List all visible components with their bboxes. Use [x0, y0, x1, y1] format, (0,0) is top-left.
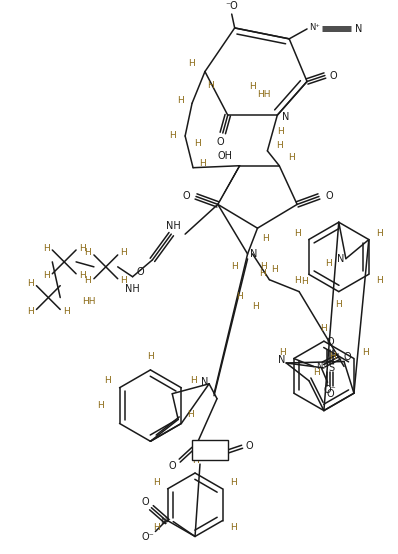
- Text: N: N: [281, 112, 289, 122]
- Text: H: H: [377, 276, 383, 285]
- Text: H: H: [85, 276, 92, 285]
- Text: H: H: [329, 352, 336, 361]
- Text: NH: NH: [166, 221, 181, 231]
- Text: H: H: [336, 300, 342, 309]
- Text: H: H: [207, 81, 214, 90]
- Text: H: H: [271, 265, 278, 274]
- Text: N⁺: N⁺: [160, 517, 171, 526]
- Text: O: O: [326, 389, 334, 399]
- Text: H: H: [147, 352, 154, 361]
- Text: H: H: [27, 279, 34, 288]
- Text: ⁻O: ⁻O: [225, 1, 238, 11]
- Text: H: H: [120, 276, 127, 285]
- Text: H: H: [190, 376, 197, 386]
- Text: H: H: [98, 401, 104, 410]
- Text: H: H: [279, 347, 286, 357]
- Text: H: H: [188, 59, 195, 68]
- Text: O: O: [329, 70, 337, 80]
- Text: O: O: [325, 192, 333, 202]
- Text: H: H: [260, 263, 267, 271]
- Text: H: H: [236, 292, 243, 301]
- Text: S: S: [329, 363, 335, 373]
- Text: H: H: [277, 126, 284, 136]
- Text: N: N: [277, 355, 285, 365]
- Text: H: H: [362, 347, 369, 357]
- Text: H: H: [230, 478, 237, 487]
- Text: H: H: [43, 244, 50, 253]
- Text: H: H: [63, 307, 70, 316]
- Text: H: H: [320, 324, 327, 333]
- Text: Abs: Abs: [201, 446, 219, 455]
- Text: NH: NH: [125, 284, 140, 294]
- Text: H: H: [85, 248, 92, 258]
- Text: H: H: [377, 229, 383, 238]
- Text: O⁻: O⁻: [141, 532, 154, 542]
- Text: H: H: [301, 277, 307, 286]
- Text: N⁺: N⁺: [310, 23, 320, 33]
- Text: N: N: [355, 24, 362, 34]
- Text: H: H: [153, 478, 160, 487]
- Text: N⁺: N⁺: [316, 362, 327, 371]
- Text: H: H: [104, 376, 111, 386]
- Text: H: H: [169, 131, 176, 141]
- Text: N: N: [250, 249, 257, 259]
- Text: O: O: [246, 441, 254, 452]
- Text: H: H: [153, 522, 160, 531]
- Text: O: O: [343, 352, 351, 362]
- Text: O: O: [137, 267, 144, 277]
- Text: H: H: [79, 271, 86, 280]
- Text: H: H: [259, 269, 266, 278]
- Text: H: H: [231, 263, 238, 271]
- Text: H: H: [252, 302, 259, 311]
- Text: HH: HH: [82, 297, 96, 306]
- Text: H: H: [230, 522, 237, 531]
- Text: N: N: [201, 377, 209, 387]
- Text: H: H: [199, 159, 206, 168]
- Text: O: O: [326, 337, 334, 347]
- Text: H: H: [249, 82, 256, 91]
- Text: H: H: [288, 153, 295, 162]
- Text: H: H: [262, 234, 269, 243]
- Text: H: H: [276, 141, 283, 150]
- Text: O⁻: O⁻: [323, 385, 336, 395]
- Text: O: O: [142, 497, 149, 507]
- Text: H: H: [187, 410, 193, 419]
- Text: O: O: [217, 137, 224, 147]
- FancyBboxPatch shape: [192, 440, 228, 460]
- Text: H: H: [192, 455, 199, 465]
- Text: H: H: [325, 259, 332, 268]
- Text: H: H: [27, 307, 34, 316]
- Text: H: H: [314, 368, 320, 377]
- Text: H: H: [120, 248, 127, 258]
- Text: N: N: [337, 254, 345, 264]
- Text: O: O: [168, 461, 176, 471]
- Text: O: O: [182, 192, 190, 202]
- Text: OH: OH: [217, 151, 232, 161]
- Text: H: H: [294, 229, 301, 238]
- Text: H: H: [177, 96, 183, 105]
- Text: H: H: [194, 140, 200, 148]
- Text: H: H: [43, 271, 50, 280]
- Text: H: H: [294, 276, 301, 285]
- Text: H: H: [79, 244, 86, 253]
- Text: HH: HH: [257, 90, 270, 99]
